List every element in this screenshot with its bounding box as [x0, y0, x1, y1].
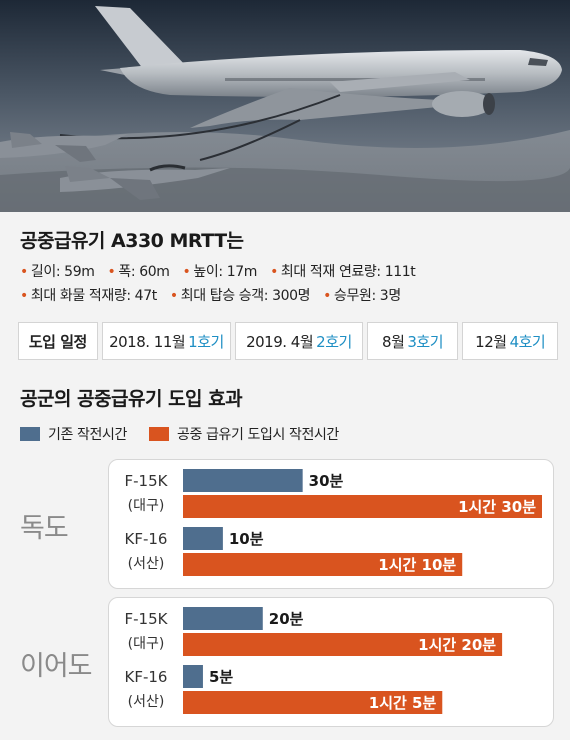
bullet-icon: •	[20, 288, 28, 304]
bullet-icon: •	[107, 264, 116, 280]
bullet-icon: •	[169, 288, 178, 304]
aircraft-name-label: KF-16	[125, 668, 168, 686]
bar-existing	[183, 665, 203, 688]
bar-existing	[183, 607, 263, 630]
tanker-aircraft-photo	[0, 0, 570, 212]
spec-item: • 길이: 59m	[20, 264, 95, 280]
schedule-item: 2018. 11월 1호기	[101, 322, 232, 360]
bullet-icon: •	[182, 264, 191, 280]
spec-item: • 최대 화물 적재량: 47t	[20, 288, 157, 304]
spec-item: • 승무원: 3명	[323, 288, 401, 304]
legend-item-existing: 기존 작전시간	[20, 424, 127, 444]
spec-item: • 높이: 17m	[182, 264, 258, 280]
bar-with-tanker-value-label: 1시간 5분	[369, 694, 437, 712]
aircraft-base-label: (서산)	[128, 694, 165, 710]
schedule-item: 12월 4호기	[462, 322, 559, 360]
bar-existing-value-label: 10분	[229, 530, 264, 548]
aircraft-name-label: KF-16	[125, 530, 168, 548]
bar-existing-value-label: 5분	[209, 668, 233, 686]
legend-swatch-existing	[20, 427, 40, 441]
bullet-icon: •	[20, 264, 28, 280]
region-label-dokdo: 독도	[20, 513, 69, 544]
chart-title: 공군의 공중급유기 도입 효과	[20, 388, 243, 410]
legend-item-with-tanker: 공중 급유기 도입시 작전시간	[149, 424, 339, 444]
spec-row: • 최대 화물 적재량: 47t • 최대 탑승 승객: 300명 • 승무원: 3명	[20, 285, 410, 305]
schedule-item: 8월 3호기	[366, 322, 459, 360]
bullet-icon: •	[323, 288, 331, 304]
chart-legend: 기존 작전시간 공중 급유기 도입시 작전시간	[20, 424, 357, 445]
bar-with-tanker-value-label: 1시간 10분	[378, 556, 456, 574]
aircraft-base-label: (서산)	[128, 556, 165, 572]
region-label-ieodo: 이어도	[20, 651, 93, 682]
bar-with-tanker-value-label: 1시간 20분	[418, 636, 496, 654]
bar-existing-value-label: 30분	[309, 472, 344, 490]
schedule-label: 도입 일정	[18, 322, 98, 360]
spec-item: • 최대 적재 연료량: 111t	[270, 264, 416, 280]
delivery-schedule: 도입 일정 2018. 11월 1호기 2019. 4월 2호기 8월 3호기 12월…	[18, 322, 559, 360]
aircraft-name-label: F-15K	[125, 472, 169, 490]
spec-row: • 길이: 59m • 폭: 60m • 높이: 17m • 최대 적재 연료량: 11…	[20, 261, 424, 281]
bar-with-tanker	[183, 691, 443, 714]
bar-with-tanker	[183, 495, 542, 518]
schedule-item: 2019. 4월 2호기	[235, 322, 363, 360]
aircraft-name-label: F-15K	[125, 610, 169, 628]
bar-existing	[183, 527, 223, 550]
aircraft-base-label: (대구)	[128, 636, 165, 652]
spec-title: 공중급유기 A330 MRTT는	[20, 230, 244, 252]
aircraft-base-label: (대구)	[128, 498, 165, 514]
bar-existing	[183, 469, 303, 492]
bar-existing-value-label: 20분	[269, 610, 304, 628]
bar-with-tanker	[183, 553, 463, 576]
legend-swatch-with-tanker	[149, 427, 169, 441]
bullet-icon: •	[270, 264, 278, 280]
bar-with-tanker	[183, 633, 503, 656]
bar-with-tanker-value-label: 1시간 30분	[458, 498, 536, 516]
spec-item: • 폭: 60m	[107, 264, 170, 280]
spec-item: • 최대 탑승 승객: 300명	[169, 288, 311, 304]
